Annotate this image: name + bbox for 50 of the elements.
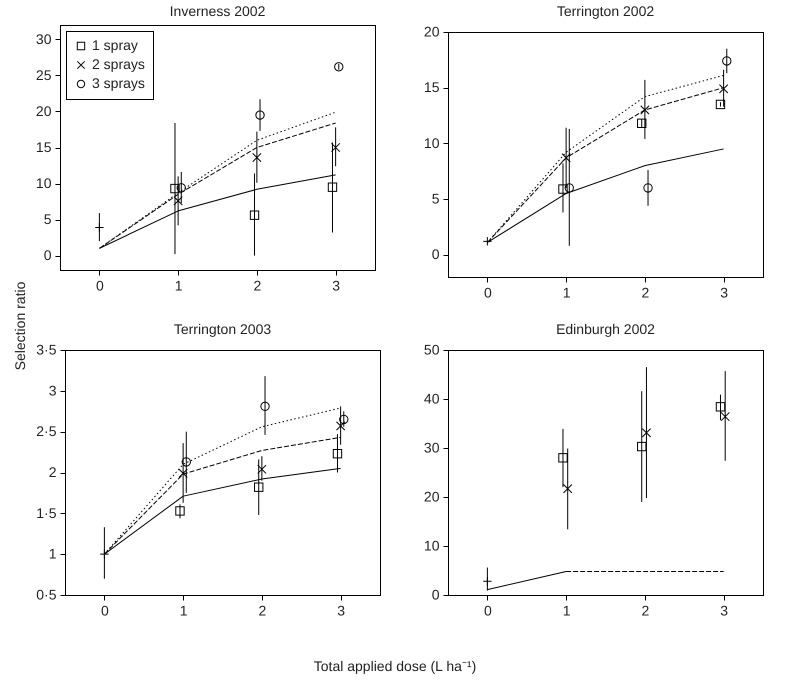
legend-label: 2 sprays: [92, 56, 145, 72]
y-tick-label: 15: [36, 139, 52, 155]
y-tick-label: 0·5: [36, 586, 57, 602]
chart-title: Terrington 2002: [556, 3, 654, 19]
y-tick-label: 1: [48, 546, 57, 562]
chart-title: Edinburgh 2002: [556, 321, 656, 337]
y-tick-label: 3: [48, 382, 57, 398]
y-tick-label: 1·5: [36, 504, 57, 521]
y-tick-label: 15: [424, 79, 440, 96]
x-tick-label: 0: [100, 602, 109, 618]
x-tick-label: 2: [253, 278, 262, 294]
x-tick-label: 1: [562, 602, 571, 618]
x-tick-label: 0: [96, 278, 104, 294]
x-tick-label: 3: [337, 602, 346, 618]
y-tick-label: 40: [424, 390, 440, 406]
y-tick-label: 5: [44, 211, 52, 228]
x-tick-label: 0: [484, 602, 492, 618]
x-tick-label: 2: [641, 284, 650, 300]
x-tick-label: 2: [258, 602, 266, 618]
y-tick-label: 20: [424, 24, 440, 40]
x-tick-label: 1: [180, 602, 188, 618]
y-tick-label: 10: [36, 175, 52, 192]
y-axis-title: Selection ratio: [12, 280, 28, 372]
legend-label: 3 sprays: [92, 75, 145, 91]
x-tick-label: 2: [641, 602, 650, 618]
x-tick-label: 1: [174, 278, 183, 294]
x-tick-label: 3: [720, 602, 728, 618]
y-tick-label: 5: [432, 190, 440, 207]
chart-title: Terrington 2003: [174, 321, 272, 337]
y-tick-label: 0: [432, 586, 440, 602]
y-tick-label: 0: [432, 246, 440, 262]
y-tick-label: 2: [48, 464, 57, 480]
legend-label: 1 spray: [92, 37, 138, 53]
y-tick-label: 10: [424, 538, 440, 554]
y-tick-label: 30: [424, 440, 440, 456]
chart-title: Inverness 2002: [170, 3, 266, 19]
x-tick-label: 3: [720, 284, 728, 300]
y-tick-label: 25: [36, 66, 52, 83]
y-tick-label: 20: [424, 488, 440, 504]
x-tick-label: 3: [332, 278, 340, 294]
x-tick-label: 0: [484, 284, 492, 300]
y-tick-label: 2·5: [36, 423, 57, 440]
y-tick-label: 50: [424, 342, 440, 358]
y-tick-label: 20: [36, 102, 52, 119]
x-tick-label: 1: [562, 284, 571, 300]
y-tick-label: 10: [424, 134, 440, 151]
x-axis-title: Total applied dose (L ha⁻¹): [312, 657, 478, 675]
y-tick-label: 3·5: [36, 342, 57, 358]
y-tick-label: 0: [44, 247, 52, 264]
y-tick-label: 30: [36, 30, 52, 47]
